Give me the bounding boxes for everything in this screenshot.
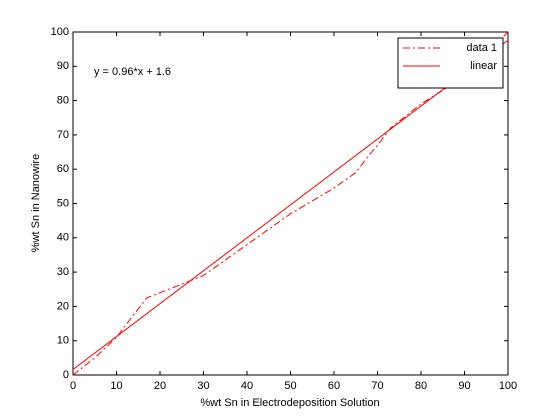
y-tick-label: 90 bbox=[57, 60, 69, 72]
x-tick-label: 100 bbox=[499, 380, 517, 392]
x-tick-label: 80 bbox=[415, 380, 427, 392]
x-tick-label: 90 bbox=[458, 380, 470, 392]
x-tick-label: 10 bbox=[110, 380, 122, 392]
line-series bbox=[72, 31, 509, 376]
annotation: y = 0.96*x + 1.6 bbox=[94, 66, 171, 78]
y-tick-label: 100 bbox=[51, 26, 69, 38]
x-tick-label: 0 bbox=[70, 380, 76, 392]
line-series bbox=[72, 39, 509, 370]
y-tick-label: 0 bbox=[63, 369, 69, 381]
x-tick-label: 70 bbox=[371, 380, 383, 392]
x-axis-label: %wt Sn in Electrodeposition Solution bbox=[200, 397, 379, 409]
x-tick-label: 20 bbox=[154, 380, 166, 392]
plot-box bbox=[72, 31, 509, 376]
x-tick-label: 40 bbox=[241, 380, 253, 392]
y-axis-label: %wt Sn in Nanowire bbox=[30, 154, 42, 252]
y-tick-label: 80 bbox=[57, 95, 69, 107]
y-tick-label: 10 bbox=[57, 335, 69, 347]
x-tick-label: 30 bbox=[197, 380, 209, 392]
x-tick-label: 50 bbox=[284, 380, 296, 392]
y-tick-label: 30 bbox=[57, 266, 69, 278]
legend-label: linear bbox=[470, 60, 497, 72]
y-tick-label: 60 bbox=[57, 163, 69, 175]
y-tick-label: 40 bbox=[57, 232, 69, 244]
x-tick-label: 60 bbox=[328, 380, 340, 392]
y-tick-label: 50 bbox=[57, 197, 69, 209]
y-tick-label: 70 bbox=[57, 129, 69, 141]
legend-box bbox=[397, 37, 504, 89]
y-tick-label: 20 bbox=[57, 300, 69, 312]
legend-label: data 1 bbox=[466, 42, 497, 54]
